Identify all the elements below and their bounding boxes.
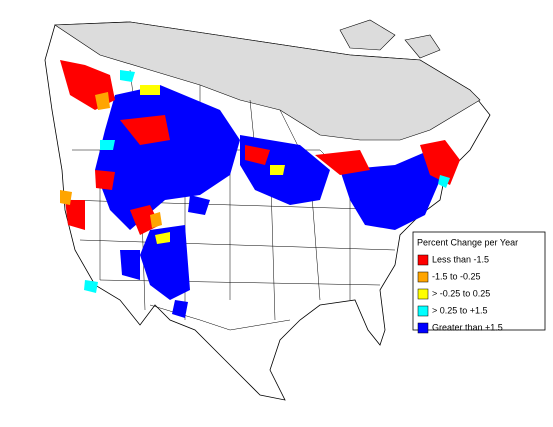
- trend-area: [140, 85, 160, 95]
- trend-area: [315, 150, 370, 175]
- trend-area: [420, 140, 460, 185]
- trend-area: [188, 195, 210, 215]
- legend-title: Percent Change per Year: [417, 237, 518, 247]
- trend-area: [95, 92, 110, 110]
- trend-area: [270, 165, 285, 175]
- trend-area: [120, 70, 135, 82]
- trend-area: [95, 170, 115, 190]
- no-data-region: [54, 21, 481, 141]
- legend-swatch: [417, 271, 429, 283]
- legend-swatch: [417, 254, 429, 266]
- legend-label: -1.5 to -0.25: [432, 271, 481, 281]
- trend-areas: [60, 60, 460, 318]
- legend-swatch: [417, 288, 429, 300]
- trend-area: [120, 250, 140, 280]
- arctic-island: [339, 19, 396, 51]
- trend-area: [155, 232, 170, 244]
- trend-area: [438, 175, 450, 188]
- legend-swatch: [417, 305, 429, 317]
- legend-box: [412, 231, 546, 331]
- legend-label: Less than -1.5: [432, 254, 489, 264]
- legend-label: > -0.25 to 0.25: [432, 288, 490, 298]
- trend-area: [245, 145, 270, 165]
- arctic-island: [404, 34, 441, 59]
- trend-area: [100, 140, 115, 150]
- legend-swatch: [417, 322, 429, 334]
- trend-area: [84, 280, 98, 293]
- trend-area: [150, 212, 162, 228]
- trend-area: [120, 115, 170, 145]
- trend-area: [60, 190, 72, 205]
- trend-area: [140, 225, 190, 300]
- legend-label: Greater than +1.5: [432, 322, 503, 332]
- legend: Percent Change per Year Less than -1.5 -1…: [412, 231, 546, 334]
- legend-label: > 0.25 to +1.5: [432, 305, 488, 315]
- trend-area: [65, 200, 85, 230]
- trend-area: [172, 300, 188, 318]
